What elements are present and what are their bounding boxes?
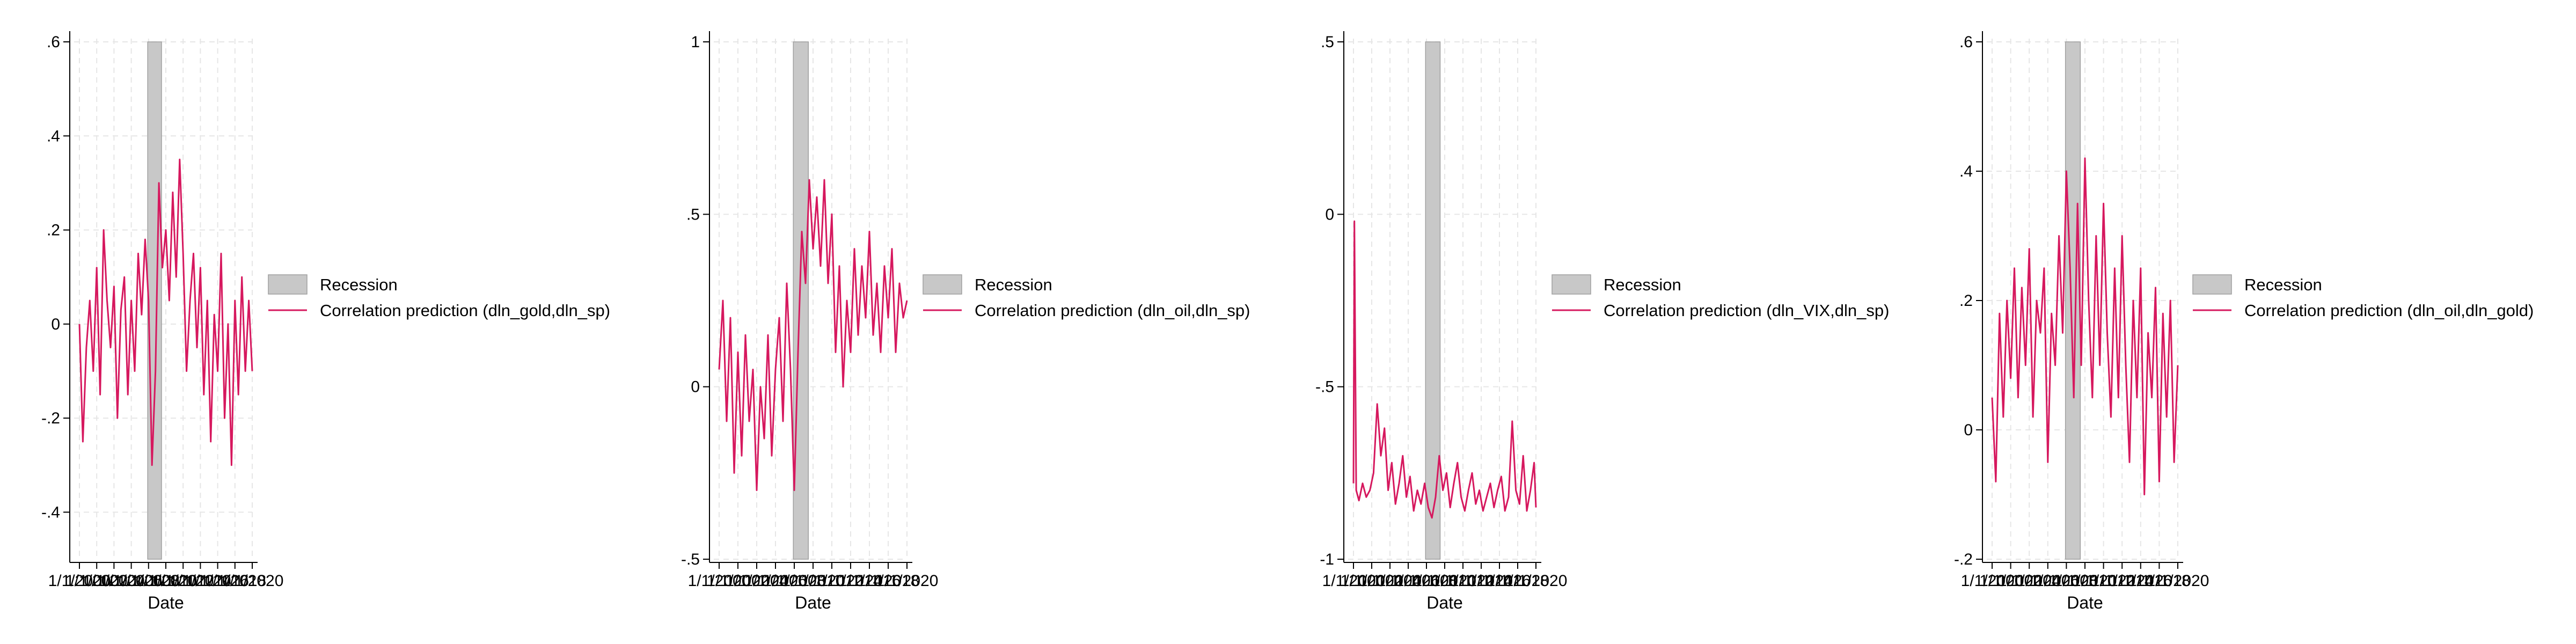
x-tick-label: 1/1/2006 bbox=[744, 572, 807, 590]
legend: Recession Correlation prediction (dln_oil… bbox=[923, 274, 1250, 320]
legend-label-recession: Recession bbox=[2244, 275, 2322, 294]
x-tick-label: 1/1/2000 bbox=[48, 572, 111, 590]
y-tick-label: -.2 bbox=[41, 409, 60, 427]
legend: Recession Correlation prediction (dln_VIX… bbox=[1552, 274, 1889, 320]
x-tick-label: 1/1/2008 bbox=[117, 572, 180, 590]
x-tick-label: 1/1/2016 bbox=[186, 572, 249, 590]
x-tick-label: 1/1/2010 bbox=[135, 572, 197, 590]
x-tick-label: 1/1/2000 bbox=[1961, 572, 2024, 590]
x-tick-label: 1/1/2016 bbox=[838, 572, 901, 590]
x-tick-label: 1/1/2004 bbox=[726, 572, 788, 590]
x-tick-label: 1/1/2006 bbox=[100, 572, 163, 590]
chart-2: -.50.511/1/20001/1/20021/1/20041/1/20061… bbox=[681, 31, 1250, 612]
y-tick-label: -1 bbox=[1320, 551, 1334, 568]
x-tick-label: 1/1/2012 bbox=[152, 572, 215, 590]
x-tick-label: 1/1/2002 bbox=[707, 572, 770, 590]
y-tick-label: 0 bbox=[51, 316, 60, 333]
x-tick-label: 1/1/2018 bbox=[2128, 572, 2191, 590]
correlation-line bbox=[1352, 220, 1537, 519]
x-tick-label: 1/1/2018 bbox=[857, 572, 920, 590]
x-tick-label: 1/1/2014 bbox=[2091, 572, 2154, 590]
x-tick-label: 1/1/2012 bbox=[1432, 572, 1495, 590]
x-tick-label: 1/1/2020 bbox=[1505, 572, 1568, 590]
x-tick-label: 1/1/2020 bbox=[876, 572, 939, 590]
x-tick-label: 1/1/2014 bbox=[819, 572, 882, 590]
chart-3: -1 -.5 0 .5 1/1/20001/1/20021/1/20041/1/2006… bbox=[1315, 31, 1889, 612]
chart-4: -.20.2.4.61/1/20001/1/20021/1/20041/1/20… bbox=[1954, 31, 2534, 612]
x-tick-label: 1/1/2004 bbox=[83, 572, 145, 590]
legend-label-series: Correlation prediction (dln_oil,dln_gold… bbox=[2244, 301, 2534, 320]
correlation-line bbox=[78, 158, 253, 466]
legend-label-recession: Recession bbox=[1604, 275, 1681, 294]
x-tick-label: 1/1/2020 bbox=[221, 572, 284, 590]
y-tick-label: .2 bbox=[47, 222, 60, 239]
x-tick-label: 1/1/2008 bbox=[763, 572, 826, 590]
correlation-line bbox=[1991, 157, 2179, 495]
recession-band bbox=[2065, 41, 2081, 560]
x-tick-label: 1/1/2008 bbox=[2035, 572, 2098, 590]
y-tick-label: .6 bbox=[47, 33, 60, 51]
legend-swatch-recession bbox=[268, 274, 308, 295]
legend-swatch-recession bbox=[2192, 274, 2232, 295]
x-tick-label: 1/1/2002 bbox=[1979, 572, 2042, 590]
legend-swatch-recession bbox=[923, 274, 962, 295]
x-tick-label: 1/1/2018 bbox=[203, 572, 266, 590]
x-tick-label: 1/1/2000 bbox=[688, 572, 751, 590]
x-tick-label: 1/1/2020 bbox=[2147, 572, 2209, 590]
legend: Recession Correlation prediction (dln_gol… bbox=[268, 274, 610, 320]
x-tick-label: 1/1/2008 bbox=[1395, 572, 1458, 590]
legend-label-series: Correlation prediction (dln_oil,dln_sp) bbox=[975, 301, 1250, 320]
y-tick-label: 1 bbox=[691, 33, 700, 51]
chart-1: -.4-.20.2.4.61/1/20001/1/20021/1/20041/1… bbox=[41, 31, 610, 612]
y-tick-label: .4 bbox=[47, 127, 60, 145]
x-tick-label: 1/1/2016 bbox=[1468, 572, 1531, 590]
recession-band bbox=[1425, 41, 1441, 560]
x-tick-label: 1/1/2016 bbox=[2109, 572, 2172, 590]
y-tick-label: -.5 bbox=[1315, 378, 1334, 396]
y-tick-label: .5 bbox=[686, 206, 700, 223]
y-tick-label: -.2 bbox=[1954, 551, 1973, 568]
x-tick-label: 1/1/2012 bbox=[2072, 572, 2135, 590]
x-tick-label: 1/1/2014 bbox=[169, 572, 232, 590]
x-tick-label: 1/1/2010 bbox=[782, 572, 845, 590]
recession-band bbox=[147, 41, 162, 560]
legend-swatch-recession bbox=[1552, 274, 1591, 295]
correlation-line bbox=[718, 179, 908, 491]
x-tick-label: 1/1/2014 bbox=[1450, 572, 1513, 590]
x-tick-label: 1/1/2002 bbox=[1341, 572, 1403, 590]
x-tick-label: 1/1/2010 bbox=[2054, 572, 2117, 590]
y-tick-label: 0 bbox=[1964, 421, 1973, 439]
legend-label-recession: Recession bbox=[320, 275, 398, 294]
legend-label-series: Correlation prediction (dln_gold,dln_sp) bbox=[320, 301, 610, 320]
x-tick-label: 1/1/2004 bbox=[1998, 572, 2061, 590]
legend-label-recession: Recession bbox=[975, 275, 1052, 294]
y-tick-label: .2 bbox=[1959, 292, 1973, 310]
y-tick-label: -.4 bbox=[41, 503, 60, 521]
y-tick-label: .5 bbox=[1321, 33, 1334, 51]
x-axis-title: Date bbox=[148, 593, 184, 612]
x-tick-label: 1/1/2002 bbox=[65, 572, 128, 590]
legend: Recession Correlation prediction (dln_oil… bbox=[2192, 274, 2534, 320]
x-axis-title: Date bbox=[1426, 593, 1463, 612]
x-tick-label: 1/1/2006 bbox=[1377, 572, 1440, 590]
x-axis-title: Date bbox=[2067, 593, 2103, 612]
y-tick-label: -.5 bbox=[681, 551, 700, 568]
x-tick-label: 1/1/2006 bbox=[2016, 572, 2079, 590]
x-axis-title: Date bbox=[795, 593, 831, 612]
x-tick-label: 1/1/2012 bbox=[801, 572, 863, 590]
y-tick-label: .6 bbox=[1959, 33, 1973, 51]
x-tick-label: 1/1/2010 bbox=[1414, 572, 1476, 590]
recession-band bbox=[793, 41, 809, 560]
y-tick-label: 0 bbox=[691, 378, 700, 396]
x-tick-label: 1/1/2000 bbox=[1322, 572, 1385, 590]
legend-label-series: Correlation prediction (dln_VIX,dln_sp) bbox=[1604, 301, 1889, 320]
x-tick-label: 1/1/2004 bbox=[1359, 572, 1422, 590]
y-tick-label: .4 bbox=[1959, 163, 1973, 180]
x-tick-label: 1/1/2018 bbox=[1487, 572, 1549, 590]
y-tick-label: 0 bbox=[1325, 206, 1334, 223]
